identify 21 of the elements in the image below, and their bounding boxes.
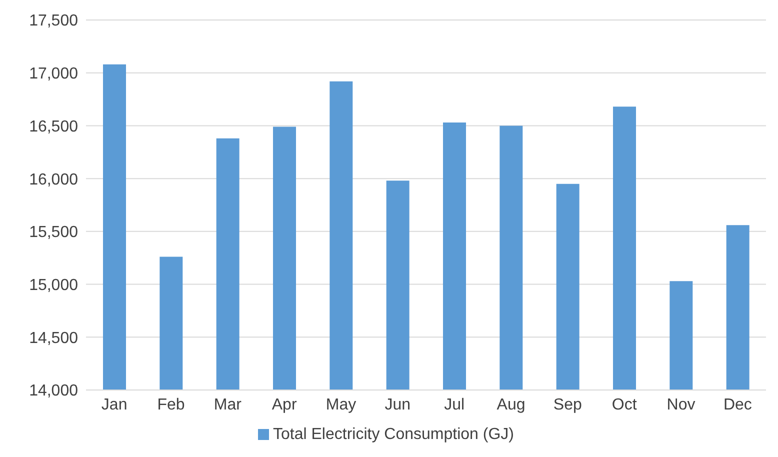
x-tick-label: Jan <box>101 396 128 414</box>
y-tick-label: 16,500 <box>29 118 78 136</box>
x-tick-label: May <box>326 396 356 414</box>
y-tick-label: 15,500 <box>29 224 78 242</box>
x-tick-label: Feb <box>157 396 185 414</box>
y-tick-label: 17,000 <box>29 66 78 83</box>
x-tick-label: Oct <box>612 396 638 414</box>
x-tick-label: Mar <box>214 396 242 414</box>
x-tick-label: Apr <box>272 396 298 414</box>
y-tick-label: 16,000 <box>29 171 78 188</box>
y-tick-label: 14,000 <box>29 382 78 400</box>
y-tick-label: 14,500 <box>29 330 78 347</box>
x-tick-label: Dec <box>723 396 752 414</box>
legend-label: Total Electricity Consumption (GJ) <box>273 426 514 443</box>
x-tick-label: Jul <box>444 396 465 414</box>
x-tick-label: Nov <box>666 396 696 414</box>
y-tick-label: 15,000 <box>29 276 78 294</box>
x-tick-label: Sep <box>553 396 582 414</box>
x-tick-label: Aug <box>496 396 526 414</box>
x-tick-label: Jun <box>384 396 411 414</box>
y-tick-label: 17,500 <box>29 12 78 30</box>
